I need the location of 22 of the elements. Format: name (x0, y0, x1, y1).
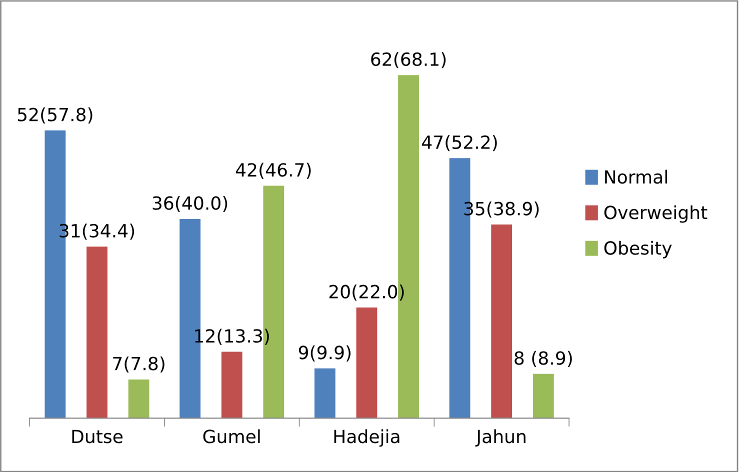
data-label: 7(7.8) (113, 356, 164, 373)
data-label: 52(57.8) (18, 107, 92, 124)
bar (356, 308, 378, 418)
data-label: 42(46.7) (236, 162, 311, 179)
legend-label: Normal (605, 170, 667, 184)
bar (314, 368, 336, 418)
bar (532, 374, 554, 418)
data-label: 36(40.0) (152, 196, 228, 212)
x-tick-label: Jahun (475, 429, 526, 447)
bar (491, 224, 512, 418)
x-tick-label: Dutse (72, 430, 123, 444)
x-tick-label: Gumel (203, 429, 260, 444)
data-label: 62(68.1) (371, 52, 446, 68)
data-label: 47(52.2) (422, 135, 497, 152)
legend-label: Overweight (604, 205, 708, 223)
bar (86, 246, 108, 418)
x-tick-label: Hadejia (334, 429, 400, 447)
legend-label: Obesity (604, 240, 672, 258)
bar (128, 379, 150, 418)
bar (221, 352, 242, 418)
data-label: 9(9.9) (298, 345, 351, 362)
data-label: 8 (8.9) (514, 350, 572, 367)
